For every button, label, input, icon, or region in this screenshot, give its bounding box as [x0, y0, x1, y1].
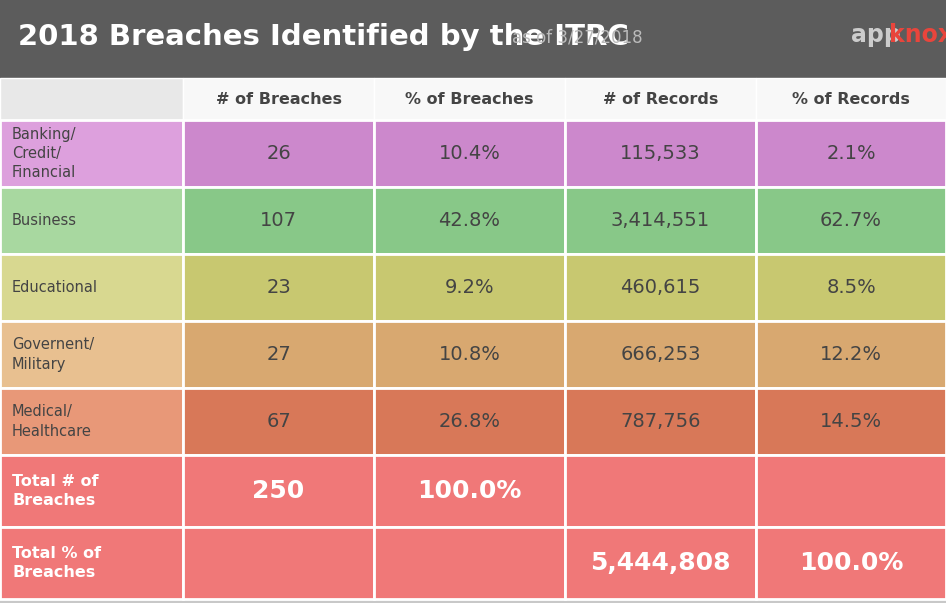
- Bar: [756, 78, 946, 120]
- Bar: [183, 254, 374, 321]
- Text: Medical/
Healthcare: Medical/ Healthcare: [12, 405, 92, 438]
- Text: 666,253: 666,253: [621, 345, 701, 364]
- Text: 2.1%: 2.1%: [826, 144, 876, 163]
- Bar: [756, 388, 946, 455]
- Bar: [183, 78, 374, 120]
- Bar: [183, 187, 374, 254]
- Bar: [0, 388, 183, 455]
- Bar: [183, 321, 374, 388]
- Bar: [565, 120, 756, 187]
- Text: 5,444,808: 5,444,808: [590, 551, 730, 575]
- Bar: [374, 120, 565, 187]
- Bar: [565, 78, 756, 120]
- Text: % of Breaches: % of Breaches: [405, 92, 534, 107]
- Bar: [0, 254, 183, 321]
- Bar: [0, 321, 183, 388]
- Text: Total % of
Breaches: Total % of Breaches: [12, 546, 101, 580]
- Text: 787,756: 787,756: [621, 412, 701, 431]
- Text: Business: Business: [12, 213, 77, 228]
- Text: 250: 250: [253, 479, 305, 503]
- Text: Educational: Educational: [12, 280, 98, 295]
- Text: 23: 23: [266, 278, 290, 297]
- Text: 8.5%: 8.5%: [826, 278, 876, 297]
- Text: 460,615: 460,615: [621, 278, 701, 297]
- Text: 100.0%: 100.0%: [417, 479, 521, 503]
- Bar: [0, 78, 183, 120]
- Text: as of 3/27/2018: as of 3/27/2018: [512, 28, 642, 46]
- Text: 3,414,551: 3,414,551: [611, 211, 710, 230]
- Text: 10.8%: 10.8%: [439, 345, 500, 364]
- Text: 26: 26: [266, 144, 290, 163]
- Bar: [565, 455, 756, 527]
- Bar: [756, 254, 946, 321]
- Bar: [756, 527, 946, 599]
- Bar: [374, 321, 565, 388]
- Bar: [0, 527, 183, 599]
- Bar: [0, 0, 946, 78]
- Text: # of Breaches: # of Breaches: [216, 92, 342, 107]
- Bar: [565, 254, 756, 321]
- Text: 26.8%: 26.8%: [439, 412, 500, 431]
- Text: 115,533: 115,533: [621, 144, 701, 163]
- Bar: [374, 187, 565, 254]
- Bar: [374, 78, 565, 120]
- Bar: [374, 388, 565, 455]
- Text: knox: knox: [889, 23, 946, 47]
- Text: 100.0%: 100.0%: [798, 551, 903, 575]
- Text: 62.7%: 62.7%: [820, 211, 882, 230]
- Bar: [0, 455, 183, 527]
- Bar: [565, 388, 756, 455]
- Text: % of Records: % of Records: [792, 92, 910, 107]
- Bar: [756, 321, 946, 388]
- Text: 2018 Breaches Identified by the ITRC: 2018 Breaches Identified by the ITRC: [18, 24, 629, 51]
- Text: 9.2%: 9.2%: [445, 278, 495, 297]
- Text: app: app: [851, 23, 901, 47]
- Bar: [183, 527, 374, 599]
- Bar: [183, 455, 374, 527]
- Bar: [565, 187, 756, 254]
- Bar: [756, 120, 946, 187]
- Bar: [374, 455, 565, 527]
- Bar: [0, 120, 183, 187]
- Text: Banking/
Credit/
Financial: Banking/ Credit/ Financial: [12, 127, 77, 180]
- Bar: [756, 455, 946, 527]
- Text: 67: 67: [266, 412, 290, 431]
- Text: 10.4%: 10.4%: [439, 144, 500, 163]
- Bar: [374, 254, 565, 321]
- Bar: [374, 527, 565, 599]
- Bar: [565, 321, 756, 388]
- Text: Total # of
Breaches: Total # of Breaches: [12, 474, 98, 508]
- Text: 12.2%: 12.2%: [820, 345, 882, 364]
- Text: 42.8%: 42.8%: [439, 211, 500, 230]
- Bar: [756, 187, 946, 254]
- Text: Governent/
Military: Governent/ Military: [12, 338, 94, 371]
- Bar: [0, 187, 183, 254]
- Text: 107: 107: [260, 211, 297, 230]
- Bar: [183, 388, 374, 455]
- Text: 27: 27: [266, 345, 290, 364]
- Text: 14.5%: 14.5%: [820, 412, 882, 431]
- Bar: [565, 527, 756, 599]
- Text: # of Records: # of Records: [603, 92, 718, 107]
- Bar: [183, 120, 374, 187]
